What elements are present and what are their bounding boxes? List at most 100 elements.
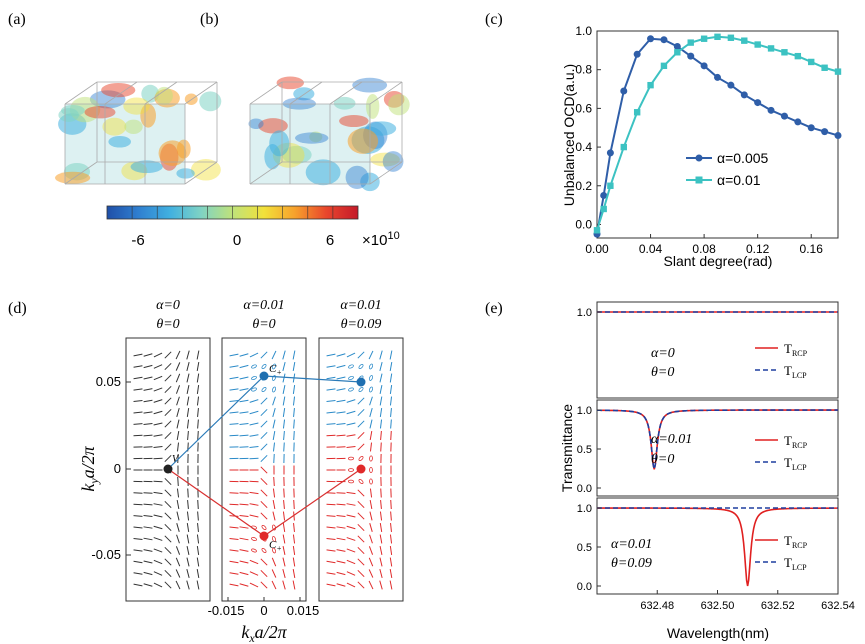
polarization-dash xyxy=(176,408,180,417)
polarization-dash xyxy=(346,582,356,588)
polarization-dash xyxy=(336,549,346,552)
polarization-dash xyxy=(133,526,143,529)
sub1-alpha: α=0 xyxy=(651,346,675,361)
polarization-dash xyxy=(369,488,373,498)
ytick-label: 0.5 xyxy=(577,444,592,456)
polarization-dash xyxy=(368,546,374,555)
polarization-dash xyxy=(143,364,153,369)
field-cube-b xyxy=(248,76,410,192)
polarization-dash xyxy=(164,512,172,520)
polarization-dash xyxy=(164,558,172,566)
chart-d: α=0 θ=0 α=0.01 θ=0 α=0.01 θ=0.09 0.05 0 … xyxy=(78,298,404,644)
polarization-dash xyxy=(357,546,365,555)
polarization-dash xyxy=(239,503,249,506)
ytick-label: 0.0 xyxy=(577,483,592,495)
legend-marker-a005 xyxy=(695,154,703,162)
polarization-dash xyxy=(196,373,200,383)
polarization-dash xyxy=(260,454,268,463)
cube-edge xyxy=(64,81,98,105)
polarization-dash xyxy=(249,491,259,495)
col-theta: θ=0.09 xyxy=(341,317,382,332)
polarization-dash xyxy=(143,353,153,357)
polarization-dash xyxy=(273,453,275,464)
polarization-dash xyxy=(357,408,365,417)
point-label-v: V xyxy=(172,454,180,465)
field-blob xyxy=(365,93,380,119)
polarization-dash xyxy=(260,477,268,486)
polarization-dash xyxy=(326,423,336,425)
polarization-dash xyxy=(133,549,143,552)
polarization-dash xyxy=(282,362,286,371)
polarization-dash xyxy=(368,350,374,360)
polarization-dash xyxy=(133,423,143,425)
polarization-dash xyxy=(272,430,276,441)
polarization-dash xyxy=(249,582,259,588)
polarization-dash xyxy=(282,373,286,383)
point-label-c-upper: C+ xyxy=(269,363,282,377)
polarization-ellipse xyxy=(251,387,257,392)
ytick-label: 1.0 xyxy=(575,24,592,38)
polarization-dash xyxy=(175,373,181,383)
polarization-dash xyxy=(175,569,181,578)
polarization-dash xyxy=(143,514,153,518)
polarization-dash xyxy=(336,399,346,403)
data-point xyxy=(780,112,788,120)
polarization-dash xyxy=(239,388,249,391)
ytick-label: -0.05 xyxy=(91,547,121,562)
polarization-dash xyxy=(282,534,286,544)
chart-c: 0.00 0.04 0.08 0.12 0.16 0.0 0.2 0.4 0.6 0.8 1.0 S… xyxy=(561,24,842,269)
polarization-dash xyxy=(197,499,199,510)
polarization-dash xyxy=(379,580,383,590)
ytick-label: 0.8 xyxy=(575,63,592,77)
ytick-label: 0.0 xyxy=(575,217,592,231)
field-blob xyxy=(388,93,410,116)
polarization-dash xyxy=(346,514,356,518)
legend-label: TLCP xyxy=(784,555,807,572)
polarization-dash xyxy=(143,376,153,380)
field-blob xyxy=(108,135,131,148)
polarization-dash xyxy=(379,407,383,418)
polarization-dash xyxy=(176,396,180,406)
polarization-dash xyxy=(239,492,249,494)
polarization-dash xyxy=(196,396,200,406)
polarization-dash xyxy=(175,546,181,555)
polarization-ellipse xyxy=(272,547,276,554)
polarization-dash xyxy=(346,352,356,358)
polarization-dash xyxy=(336,353,346,357)
xtick-label: 632.50 xyxy=(701,600,735,612)
polarization-ellipse xyxy=(251,375,257,381)
data-point xyxy=(647,81,654,89)
polarization-dash xyxy=(229,583,239,587)
col-alpha: α=0.01 xyxy=(340,298,381,313)
chart-e-legends: TRCP TLCP TRCP TLCP TRCP TLCP xyxy=(755,341,808,572)
field-blob xyxy=(264,144,281,170)
xtick-label: 0.12 xyxy=(746,242,770,256)
xtick-label: 0.08 xyxy=(692,242,716,256)
field-blob xyxy=(155,86,173,105)
polarization-dash xyxy=(326,411,336,414)
polarization-ellipse xyxy=(348,364,354,369)
field-blob xyxy=(295,132,329,144)
polarization-dash xyxy=(133,572,143,575)
polarization-dash xyxy=(292,580,296,590)
polarization-dash xyxy=(133,365,143,368)
polarization-dash xyxy=(272,488,276,498)
polarization-dash xyxy=(229,376,239,380)
sub1-theta: θ=0 xyxy=(651,365,674,380)
polarization-dash xyxy=(153,503,163,506)
data-point xyxy=(607,182,614,189)
polarization-dash xyxy=(379,534,383,544)
polarization-dash xyxy=(379,350,383,360)
chart-c-frame xyxy=(596,30,839,239)
point-c-plus-upper xyxy=(259,371,269,381)
field-blob xyxy=(102,117,127,136)
polarization-dash xyxy=(187,499,189,510)
polarization-ellipse xyxy=(348,456,354,461)
polarization-dash xyxy=(153,548,163,553)
polarization-dash xyxy=(379,419,383,429)
data-point xyxy=(600,191,608,199)
polarization-dash xyxy=(153,491,163,495)
chart-d-connectors xyxy=(167,375,362,537)
polarization-dash xyxy=(379,511,383,521)
chart-c-xlabel: Slant degree(rad) xyxy=(664,253,773,269)
